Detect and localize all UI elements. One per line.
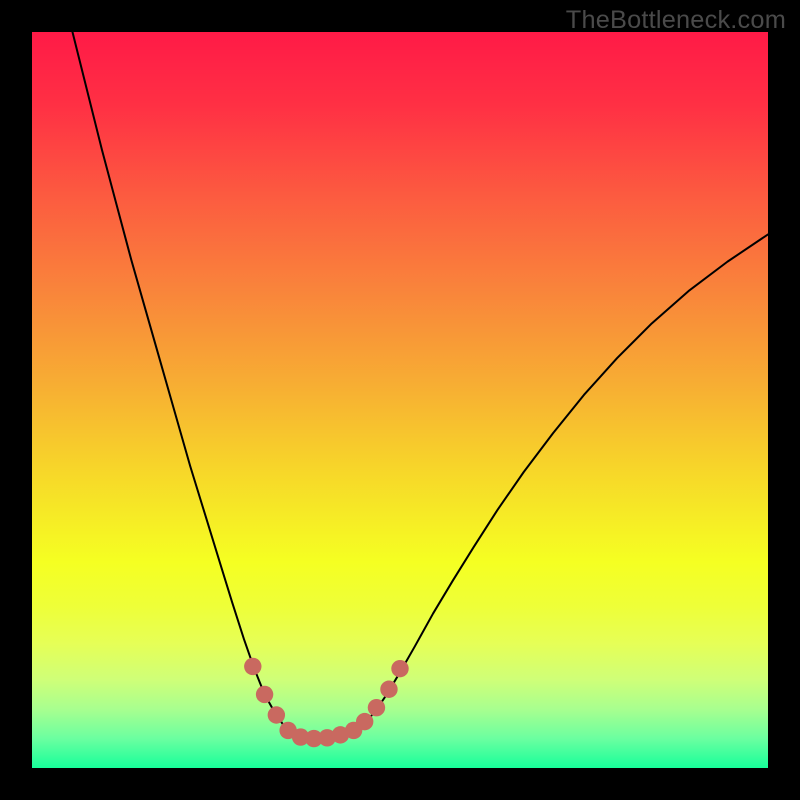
bottleneck-curve xyxy=(72,32,768,739)
marker-dot xyxy=(356,713,373,730)
marker-dot xyxy=(256,686,273,703)
marker-dot xyxy=(244,658,261,675)
watermark-label: TheBottleneck.com xyxy=(566,6,786,35)
marker-dot xyxy=(380,681,397,698)
plot-area xyxy=(32,32,768,768)
marker-dot xyxy=(368,699,385,716)
curve-layer xyxy=(32,32,768,768)
chart-frame: TheBottleneck.com xyxy=(0,0,800,800)
marker-dot xyxy=(391,660,408,677)
marker-dot xyxy=(268,706,285,723)
